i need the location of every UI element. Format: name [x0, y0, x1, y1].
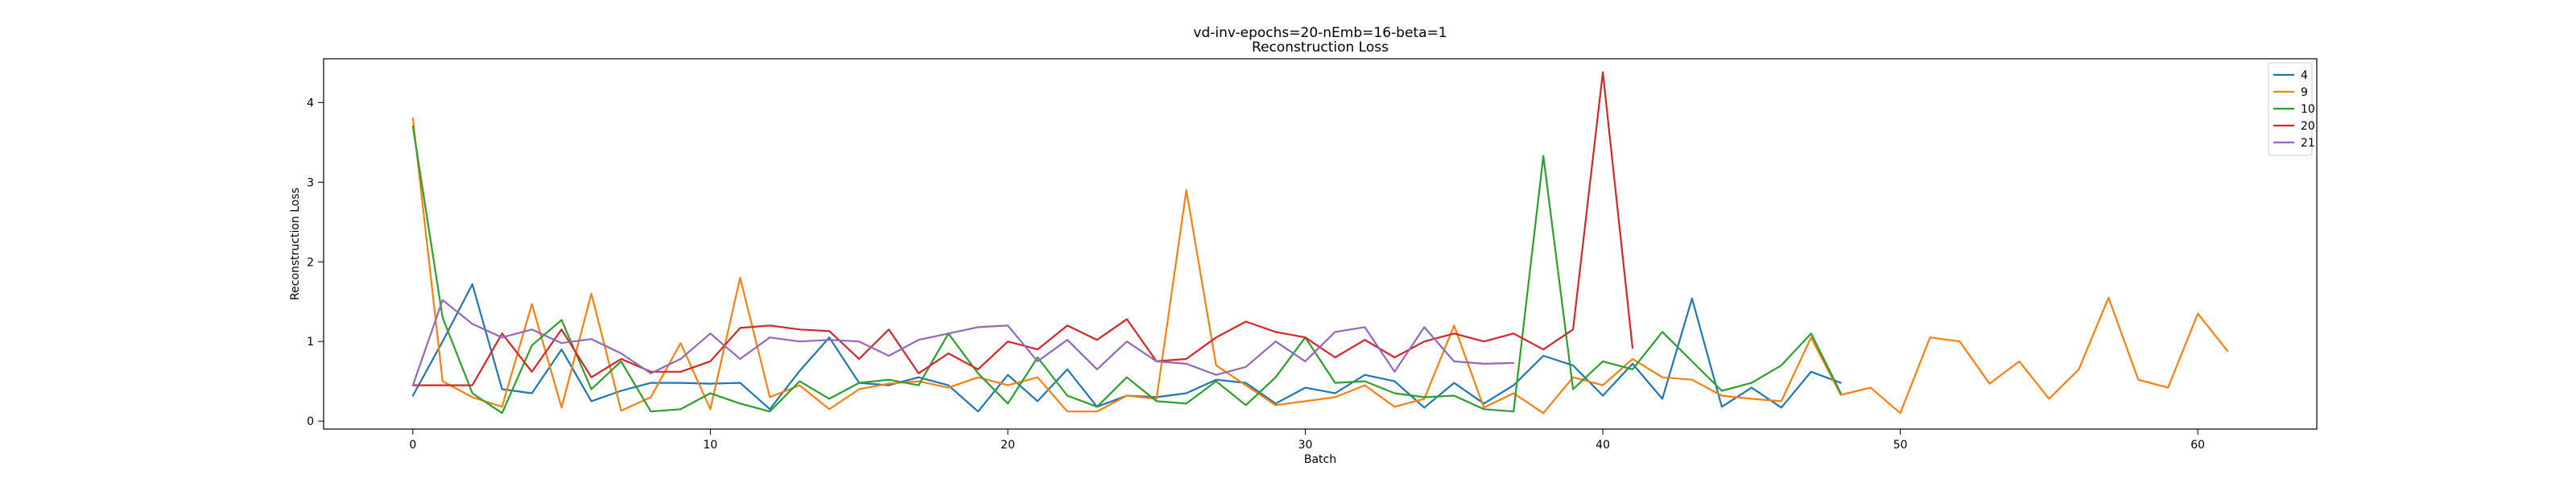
- y-axis-label: Reconstruction Loss: [289, 188, 302, 300]
- y-tick-label: 1: [307, 336, 314, 349]
- legend-label-4: 4: [2301, 69, 2308, 82]
- x-tick-label: 20: [1001, 439, 1015, 452]
- x-tick-label: 60: [2190, 439, 2205, 452]
- x-tick-label: 30: [1298, 439, 1313, 452]
- axes: 0 10 20 30 40 50 60 0 1 2 3 4: [307, 97, 2205, 452]
- series-line-20: [411, 71, 1634, 386]
- x-tick-label: 50: [1893, 439, 1908, 452]
- y-tick-label: 4: [307, 97, 314, 109]
- series-line-10: [411, 126, 1842, 415]
- x-tick-label: 0: [409, 439, 416, 452]
- chart-subtitle: Reconstruction Loss: [1252, 39, 1389, 56]
- x-axis-label: Batch: [1304, 453, 1336, 466]
- series-line-9: [411, 118, 2229, 415]
- y-tick-label: 0: [307, 415, 314, 428]
- legend-label-21: 21: [2301, 137, 2315, 150]
- legend-label-10: 10: [2301, 103, 2315, 116]
- x-tick-label: 40: [1596, 439, 1610, 452]
- legend-label-20: 20: [2301, 120, 2315, 133]
- y-tick-label: 3: [307, 176, 314, 189]
- series-line-4: [411, 283, 1842, 413]
- y-tick-label: 2: [307, 256, 314, 269]
- legend-label-9: 9: [2301, 86, 2308, 99]
- plot-frame: [323, 58, 2318, 430]
- series-lines: [411, 71, 2229, 415]
- legend: 4 9 10 20 21: [2268, 62, 2315, 156]
- chart-title: vd-inv-epochs=20-nEmb=16-beta=1: [1193, 25, 1447, 41]
- series-line-21: [411, 299, 1515, 386]
- x-tick-label: 10: [704, 439, 718, 452]
